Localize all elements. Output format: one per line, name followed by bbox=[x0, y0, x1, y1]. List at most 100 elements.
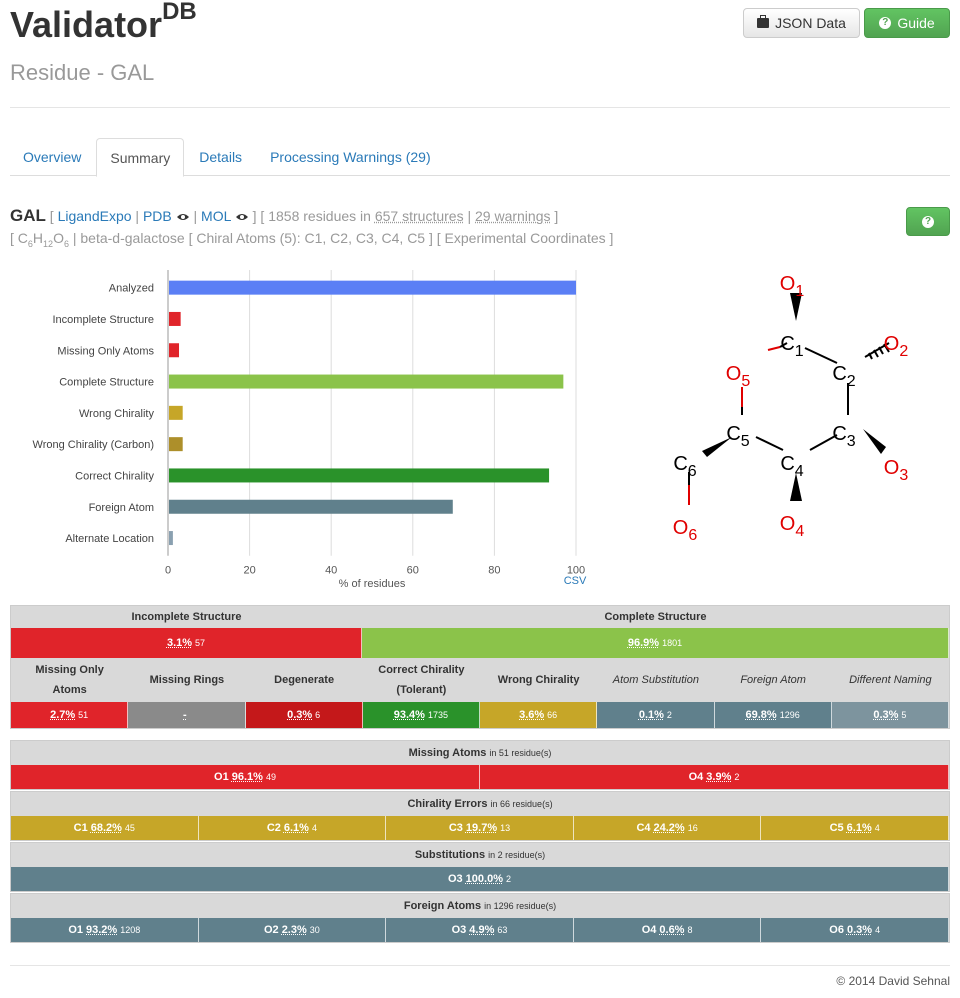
residue-info-line: GAL [ LigandExpo | PDB | MOL ] [ 1858 re… bbox=[10, 206, 559, 225]
column-header: Missing Only Atoms bbox=[11, 658, 129, 702]
atom-stat-cell[interactable]: O1 96.1% 49 bbox=[11, 765, 480, 789]
json-data-button[interactable]: JSON Data bbox=[743, 8, 860, 38]
eye-icon[interactable] bbox=[176, 212, 190, 222]
column-value[interactable]: 3.6% 66 bbox=[480, 702, 598, 728]
substitutions-table: Substitutions in 2 residue(s) O3 100.0% 2 bbox=[10, 842, 950, 892]
ligandexpo-link[interactable]: LigandExpo bbox=[57, 208, 132, 224]
bar-wrong-chirality[interactable] bbox=[169, 405, 183, 420]
category-label: Incomplete Structure bbox=[53, 314, 155, 326]
atom-stat-cell[interactable]: O2 2.3% 30 bbox=[198, 918, 387, 942]
tab-overview[interactable]: Overview bbox=[23, 149, 82, 165]
column-header: Atom Substitution bbox=[597, 658, 715, 702]
pdb-link[interactable]: PDB bbox=[142, 208, 172, 224]
column-value[interactable]: 93.4% 1735 bbox=[362, 702, 480, 728]
guide-label: Guide bbox=[897, 15, 935, 31]
residue-count: 1858 residues in bbox=[268, 208, 371, 224]
category-label: Alternate Location bbox=[65, 533, 154, 545]
chiral-atoms: [ Chiral Atoms (5): C1, C2, C3, C4, C5 ] bbox=[188, 230, 433, 246]
tab-processing-warnings[interactable]: Processing Warnings (29) bbox=[270, 149, 431, 165]
structures-count[interactable]: 657 structures bbox=[374, 208, 464, 224]
brand-title: ValidatorDB bbox=[10, 0, 197, 45]
tab-summary[interactable]: Summary bbox=[96, 138, 185, 177]
chirality-errors-table: Chirality Errors in 66 residue(s) C1 68.2% 4… bbox=[10, 791, 950, 841]
x-tick-label: 40 bbox=[325, 565, 337, 577]
summary-table: Incomplete Structure Complete Structure … bbox=[10, 605, 950, 729]
atom-stat-cell[interactable]: O1 93.2% 1208 bbox=[11, 918, 199, 942]
page-subtitle: Residue - GAL bbox=[10, 60, 155, 85]
category-label: Foreign Atom bbox=[89, 502, 154, 514]
eye-icon[interactable] bbox=[235, 212, 249, 222]
x-tick-label: 0 bbox=[165, 565, 171, 577]
column-value[interactable]: 0.3% 6 bbox=[245, 702, 363, 728]
category-label: Missing Only Atoms bbox=[57, 345, 154, 357]
atom-c2: C2 bbox=[832, 363, 855, 390]
incomplete-structure-header: Incomplete Structure bbox=[11, 606, 362, 628]
residue-code: GAL bbox=[10, 206, 46, 225]
atom-stat-cell[interactable]: C3 19.7% 13 bbox=[386, 816, 574, 840]
footer-copyright: © 2014 David Sehnal bbox=[836, 974, 950, 988]
bar-correct-chirality[interactable] bbox=[169, 468, 550, 483]
column-header: Correct Chirality (Tolerant) bbox=[362, 658, 480, 702]
bar-wrong-chirality-carbon[interactable] bbox=[169, 437, 183, 452]
column-value[interactable]: 0.1% 2 bbox=[597, 702, 715, 728]
json-data-label: JSON Data bbox=[775, 15, 846, 31]
bar-analyzed[interactable] bbox=[169, 280, 576, 295]
mol-link[interactable]: MOL bbox=[201, 208, 231, 224]
column-header: Wrong Chirality bbox=[480, 658, 598, 702]
wedge-bond bbox=[790, 293, 802, 321]
atom-o2: O2 bbox=[884, 333, 909, 360]
category-label: Complete Structure bbox=[59, 377, 154, 389]
column-header: Different Naming bbox=[831, 658, 949, 702]
atom-c5: C5 bbox=[726, 423, 749, 450]
complete-structure-value[interactable]: 96.9% 1801 bbox=[362, 628, 949, 658]
tab-details[interactable]: Details bbox=[199, 149, 243, 165]
warnings-count[interactable]: 29 warnings bbox=[475, 208, 551, 224]
column-header: Degenerate bbox=[245, 658, 363, 702]
atom-o3: O3 bbox=[884, 457, 909, 484]
bar-missing-only-atoms[interactable] bbox=[169, 343, 180, 358]
wedge-bond bbox=[790, 473, 802, 501]
column-value[interactable]: - bbox=[128, 702, 246, 728]
bar-complete-structure[interactable] bbox=[169, 374, 564, 389]
atom-stat-cell[interactable]: O3 100.0% 2 bbox=[11, 867, 949, 891]
wedge-bond bbox=[702, 437, 732, 457]
csv-link[interactable]: CSV bbox=[564, 575, 587, 587]
foreign-atoms-header: Foreign Atoms in 1296 residue(s) bbox=[11, 894, 949, 918]
atom-stat-cell[interactable]: O3 4.9% 63 bbox=[386, 918, 574, 942]
atom-stat-cell[interactable]: C1 68.2% 45 bbox=[11, 816, 199, 840]
coordinates-type: [ Experimental Coordinates ] bbox=[436, 230, 614, 246]
bar-alternate-location[interactable] bbox=[169, 531, 173, 546]
atom-c1: C1 bbox=[780, 333, 803, 360]
atom-stat-cell[interactable]: O6 0.3% 4 bbox=[761, 918, 949, 942]
missing-atoms-header: Missing Atoms in 51 residue(s) bbox=[11, 741, 949, 765]
column-header: Missing Rings bbox=[128, 658, 246, 702]
incomplete-structure-value[interactable]: 3.1% 57 bbox=[11, 628, 362, 658]
x-tick-label: 100 bbox=[567, 565, 585, 577]
atom-stat-cell[interactable]: O4 0.6% 8 bbox=[573, 918, 762, 942]
column-value[interactable]: 0.3% 5 bbox=[831, 702, 949, 728]
briefcase-icon bbox=[757, 15, 770, 28]
footer-divider bbox=[10, 965, 950, 966]
category-label: Correct Chirality bbox=[75, 470, 154, 482]
atom-stat-cell[interactable]: C2 6.1% 4 bbox=[198, 816, 387, 840]
header-divider bbox=[10, 107, 950, 108]
bar-incomplete-structure[interactable] bbox=[169, 311, 181, 326]
guide-button[interactable]: ? Guide bbox=[864, 8, 950, 38]
atom-stat-cell[interactable]: C5 6.1% 4 bbox=[761, 816, 949, 840]
atom-c3: C3 bbox=[832, 423, 855, 450]
column-value[interactable]: 2.7% 51 bbox=[11, 702, 129, 728]
residue-formula-line: [ C6H12O6 | beta-d-galactose [ Chiral At… bbox=[10, 230, 614, 249]
chirality-errors-header: Chirality Errors in 66 residue(s) bbox=[11, 792, 949, 816]
atom-c4: C4 bbox=[780, 453, 803, 480]
question-icon: ? bbox=[879, 17, 892, 29]
column-value[interactable]: 69.8% 1296 bbox=[714, 702, 832, 728]
tab-bar: Overview Summary Details Processing Warn… bbox=[10, 138, 950, 177]
atom-stat-cell[interactable]: C4 24.2% 16 bbox=[573, 816, 762, 840]
residue-name: beta-d-galactose bbox=[80, 230, 185, 246]
bar-foreign-atom[interactable] bbox=[169, 499, 453, 514]
atom-stat-cell[interactable]: O4 3.9% 2 bbox=[480, 765, 949, 789]
category-label: Wrong Chirality bbox=[79, 408, 154, 420]
complete-structure-header: Complete Structure bbox=[362, 606, 949, 628]
help-button[interactable]: ? bbox=[906, 207, 950, 236]
atom-o5: O5 bbox=[726, 363, 751, 390]
